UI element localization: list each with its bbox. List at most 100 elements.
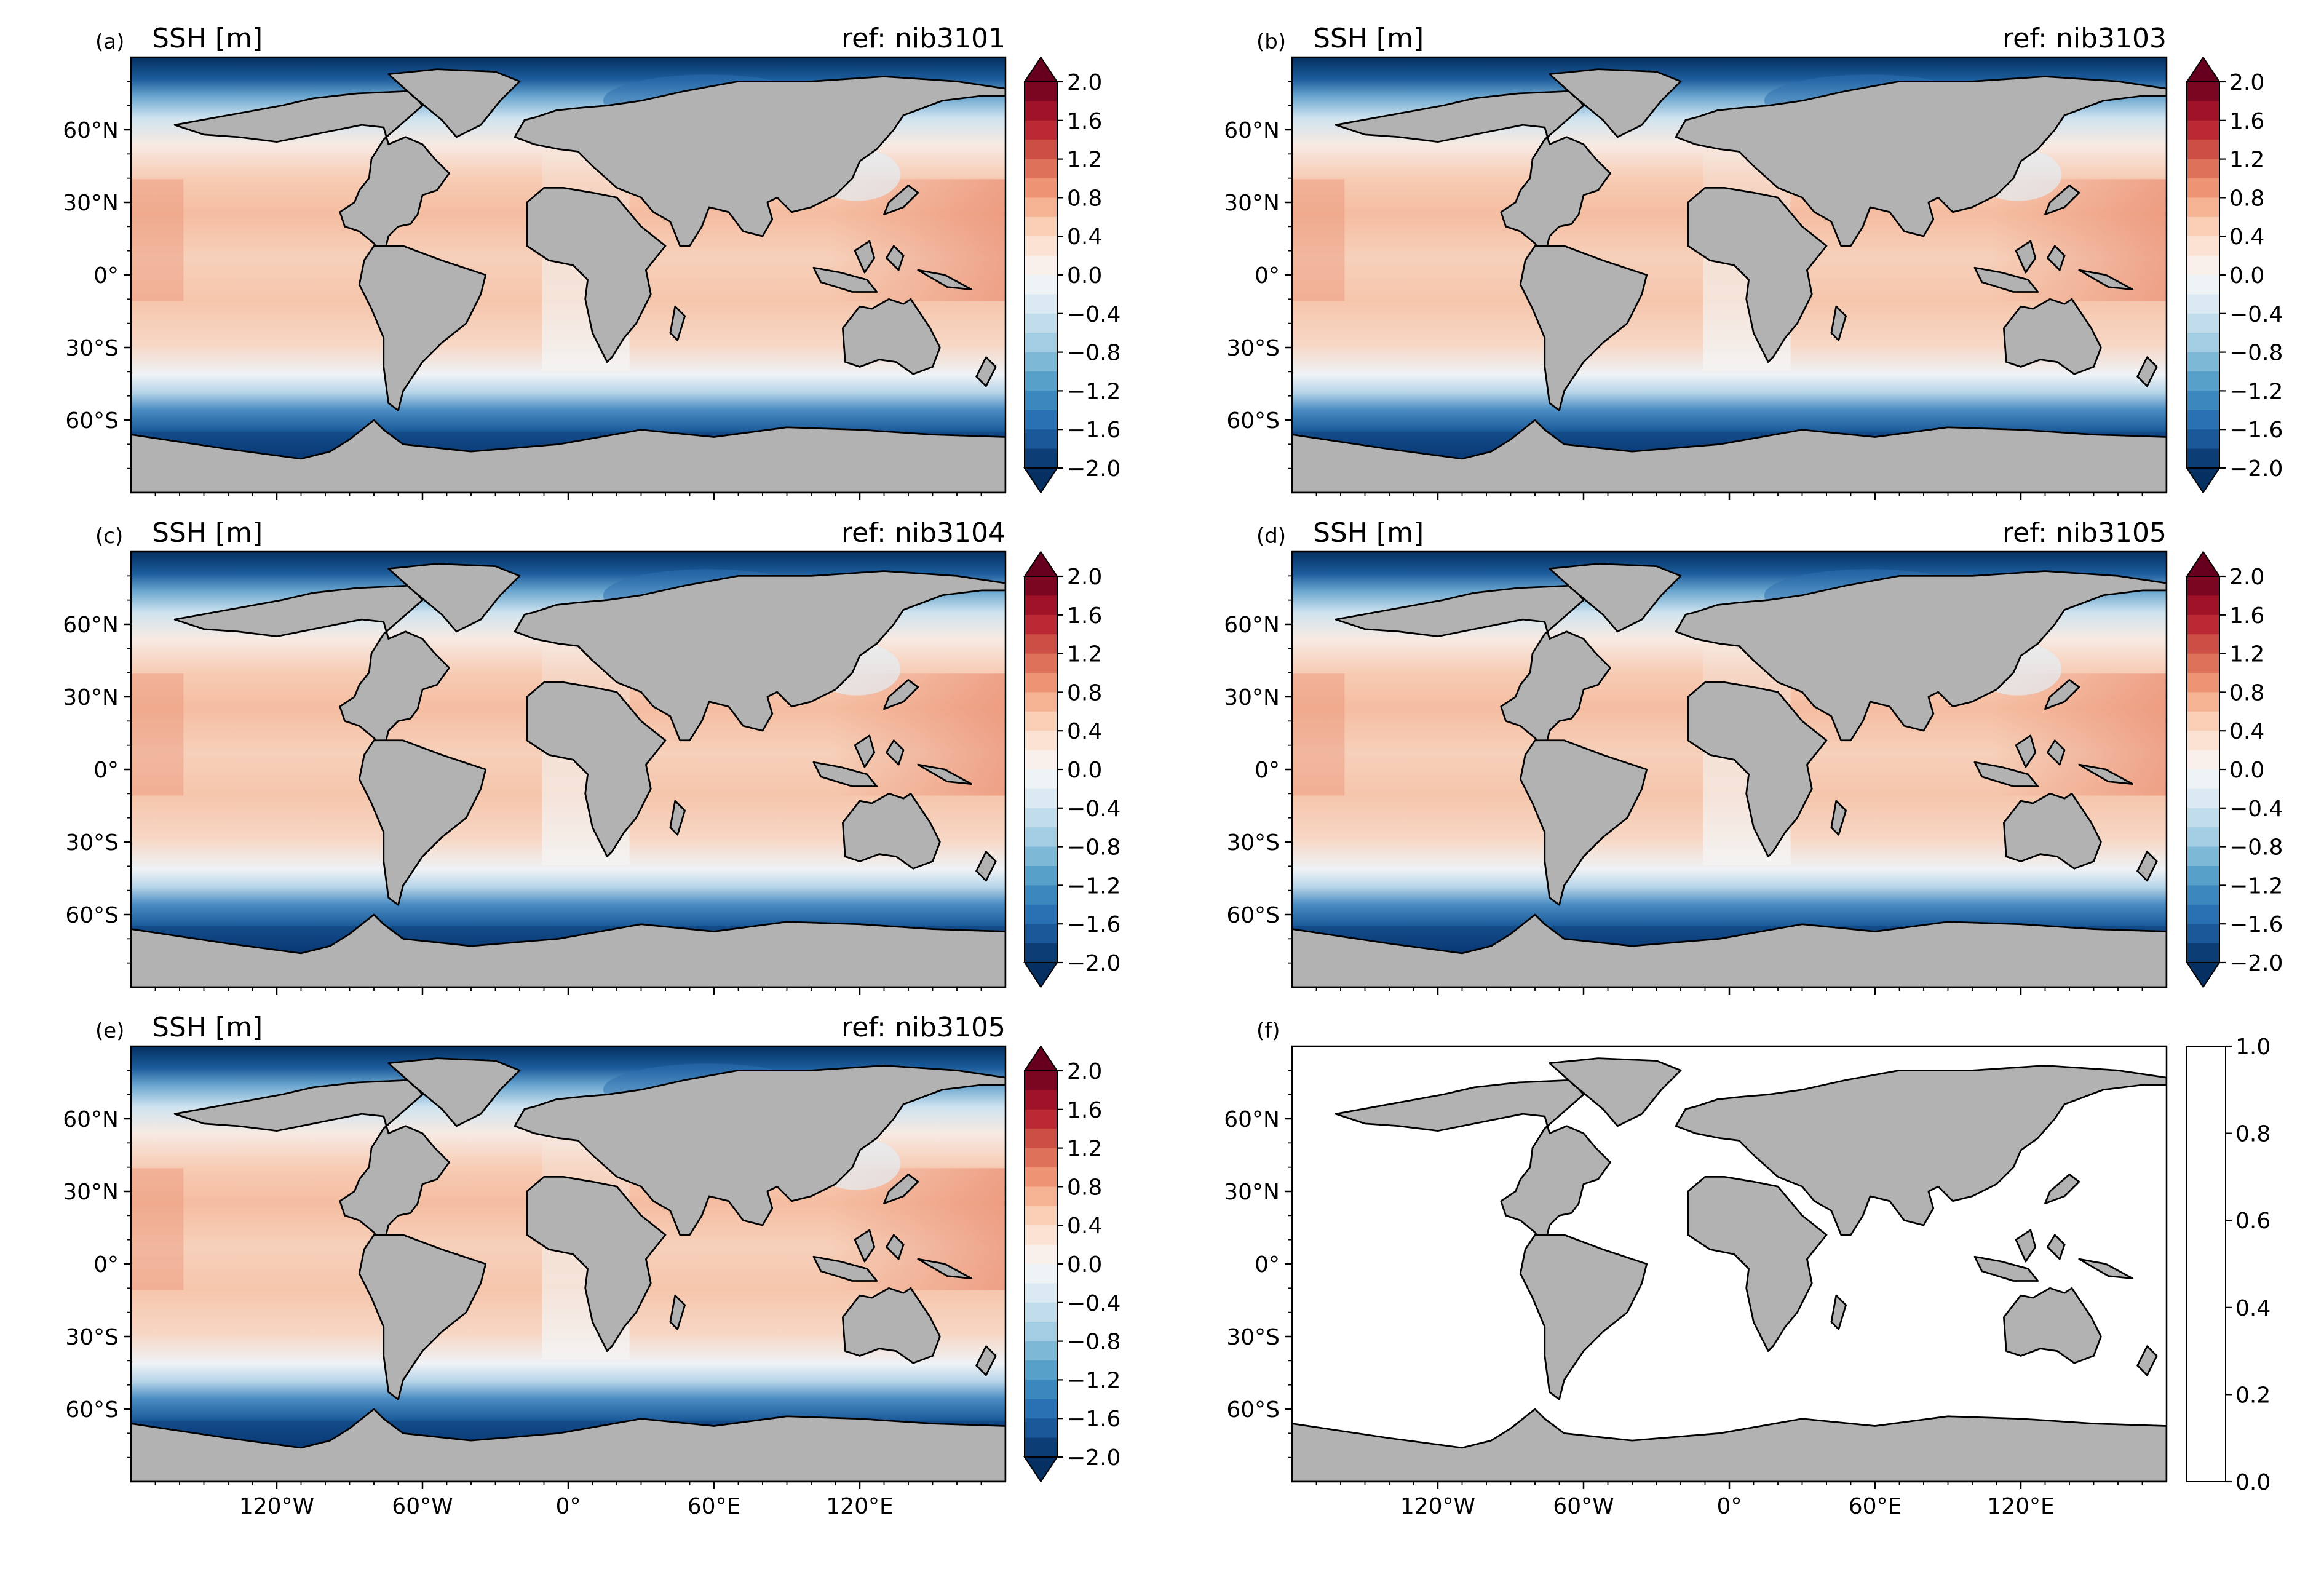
lat-tick-label: 60°S [1226, 903, 1280, 928]
colorbar-level [1025, 333, 1057, 353]
colorbar-level [1025, 1380, 1057, 1400]
colorbar-level [1025, 1302, 1057, 1322]
colorbar-level [2187, 614, 2219, 635]
map-panel-b: 60°N 30°N 0° 30°S 60°S (b) SSH [m] ref: nib3103… [1224, 23, 2283, 500]
colorbar-tick-label: 0.4 [2229, 719, 2264, 744]
colorbar-level [2187, 673, 2219, 693]
colorbar: 2.0 1.6 1.2 0.8 0.4 0.0 −0.4 −0.8 −1.2 −1.6 −2.0 [2186, 56, 2283, 494]
lat-tick-label: 30°N [1224, 685, 1280, 710]
colorbar-level [1025, 614, 1057, 635]
colorbar-level [1025, 1283, 1057, 1303]
colorbar-tick-label: 1.2 [1067, 148, 1102, 173]
colorbar-tick-label: −0.4 [1067, 796, 1120, 822]
colorbar-level [1025, 140, 1057, 160]
lon-tick-label: 0° [1717, 1494, 1742, 1519]
colorbar-tick-label: 0.4 [2235, 1296, 2270, 1321]
colorbar-tick-label: 2.0 [2229, 565, 2264, 590]
colorbar-level [2187, 653, 2219, 673]
lat-tick-label: 30°S [1226, 336, 1280, 361]
colorbar-tick-label: −0.4 [1067, 302, 1120, 327]
panel-title: SSH [m] [1313, 517, 1424, 549]
colorbar-level [2187, 711, 2219, 731]
colorbar-level [2187, 275, 2219, 295]
colorbar-level [1025, 1071, 1057, 1090]
colorbar-level [1025, 576, 1057, 596]
colorbar-level [1025, 866, 1057, 886]
colorbar-level [1025, 1225, 1057, 1245]
colorbar-tick-label: −1.6 [1067, 912, 1120, 937]
colorbar-level [1025, 1437, 1057, 1458]
colorbar-level [2187, 750, 2219, 770]
colorbar: 1.0 0.8 0.6 0.4 0.2 0.0 [2186, 1035, 2270, 1495]
colorbar-level [1025, 1129, 1057, 1149]
colorbar-tick-label: 1.6 [2229, 109, 2264, 134]
colorbar-extend-min [2186, 467, 2221, 494]
colorbar-tick-label: −0.4 [1067, 1291, 1120, 1316]
colorbar-level [1025, 731, 1057, 751]
colorbar-level [2187, 634, 2219, 654]
colorbar-level [1025, 448, 1057, 469]
colorbar-level [1025, 1167, 1057, 1187]
colorbar-level [1025, 313, 1057, 333]
colorbar-tick-label: 1.2 [1067, 1137, 1102, 1162]
colorbar-level [2187, 120, 2219, 140]
colorbar-extend-max [2186, 550, 2221, 577]
colorbar-level [1025, 846, 1057, 867]
colorbar-level [2187, 595, 2219, 616]
colorbar-level [1025, 1186, 1057, 1207]
colorbar-level [2187, 731, 2219, 751]
lat-tick-label: 30°N [63, 191, 119, 216]
colorbar-level [1025, 410, 1057, 430]
colorbar-tick-label: −1.2 [1067, 873, 1120, 899]
colorbar-tick-label: −1.6 [2229, 418, 2283, 443]
colorbar-tick-label: 0.4 [1067, 224, 1102, 250]
lon-tick-label: 120°W [1400, 1494, 1475, 1519]
colorbar-level [1025, 429, 1057, 450]
lon-tick-label: 120°E [1987, 1494, 2054, 1519]
panel-ref: ref: nib3104 [841, 517, 1005, 549]
colorbar-tick-label: 1.6 [1067, 1098, 1102, 1123]
lat-tick-label: 60°N [63, 1107, 119, 1132]
colorbar-tick-label: 0.8 [1067, 1175, 1102, 1200]
panel-letter: (e) [95, 1019, 124, 1043]
panel-ref: ref: nib3101 [841, 23, 1005, 54]
map-panel-d: 60°N 30°N 0° 30°S 60°S (d) SSH [m] ref: nib3105… [1224, 517, 2283, 995]
colorbar-tick-label: −1.2 [2229, 379, 2283, 404]
colorbar-level [2187, 904, 2219, 924]
colorbar-level [1025, 788, 1057, 809]
colorbar-level [1025, 634, 1057, 654]
colorbar-level [1025, 1244, 1057, 1265]
colorbar-level [2187, 943, 2219, 963]
colorbar-extend-min [1023, 962, 1058, 988]
colorbar-level [1025, 827, 1057, 848]
panel-letter: (c) [95, 524, 123, 549]
colorbar-level [1025, 692, 1057, 712]
colorbar-level [2187, 448, 2219, 469]
lat-tick-label: 60°N [1224, 1107, 1280, 1132]
lat-tick-label: 30°S [1226, 830, 1280, 856]
colorbar-level [2187, 827, 2219, 848]
lat-tick-label: 60°S [65, 408, 119, 434]
lon-tick-label: 60°W [1553, 1494, 1614, 1519]
colorbar-tick-label: 2.0 [1067, 70, 1102, 95]
lat-tick-label: 60°S [65, 1397, 119, 1423]
colorbar-level [1025, 236, 1057, 256]
colorbar: 2.0 1.6 1.2 0.8 0.4 0.0 −0.4 −0.8 −1.2 −1.6 −2.0 [1023, 56, 1120, 494]
map-panel-a: 60°N 30°N 0° 30°S 60°S (a) SSH [m] ref: nib3101… [63, 23, 1120, 500]
colorbar-level [2187, 101, 2219, 121]
colorbar-tick-label: −1.6 [2229, 912, 2283, 937]
colorbar-level [1025, 904, 1057, 924]
colorbar-tick-label: 1.6 [2229, 603, 2264, 629]
colorbar-level [2187, 410, 2219, 430]
colorbar-tick-label: 0.4 [1067, 1213, 1102, 1239]
map-panel-e: 60°N 30°N 0° 30°S 60°S 120°W 60°W 0° 60°E 120°E (e… [63, 1012, 1120, 1519]
lat-tick-label: 30°N [63, 685, 119, 710]
colorbar-tick-label: 0.0 [2229, 758, 2264, 783]
colorbar-level [1025, 769, 1057, 789]
colorbar-tick-label: −2.0 [2229, 951, 2283, 976]
colorbar-level [2187, 769, 2219, 789]
colorbar-extend-min [1023, 1456, 1058, 1483]
colorbar-level [2187, 159, 2219, 179]
panel-ref: ref: nib3105 [2002, 517, 2167, 549]
colorbar-tick-label: 0.0 [1067, 758, 1102, 783]
